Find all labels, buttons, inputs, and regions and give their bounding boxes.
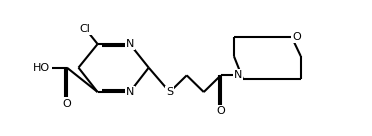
Text: N: N (234, 70, 242, 80)
Text: Cl: Cl (80, 24, 91, 34)
Text: HO: HO (33, 63, 51, 73)
Text: N: N (126, 39, 134, 49)
Text: N: N (126, 87, 134, 97)
Text: O: O (292, 32, 301, 42)
Text: O: O (217, 106, 225, 116)
Text: O: O (62, 99, 71, 109)
Text: S: S (166, 87, 173, 97)
